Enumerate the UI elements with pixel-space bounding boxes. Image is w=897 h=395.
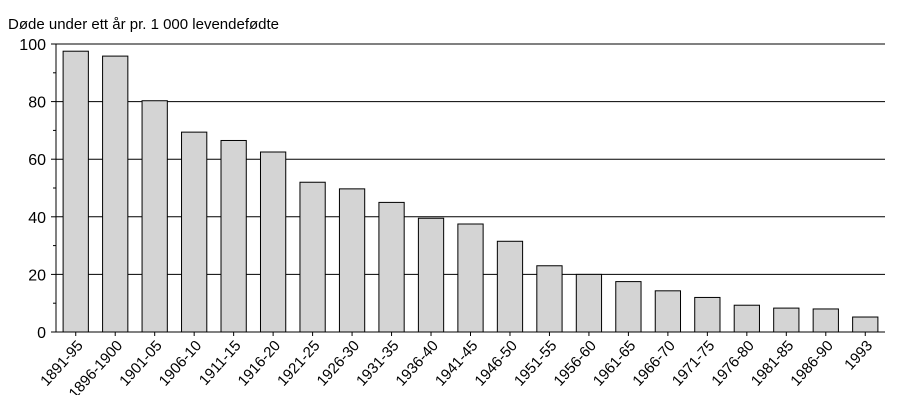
x-tick-label: 1986-90 (787, 337, 836, 389)
y-axis-label: Døde under ett år pr. 1 000 levendefødte (8, 16, 279, 33)
bar (694, 296, 721, 333)
bar (259, 151, 287, 333)
bar (102, 55, 129, 333)
bar (417, 217, 445, 333)
bars (62, 50, 879, 333)
x-tick-label: 1906-10 (156, 337, 205, 389)
bar (220, 139, 247, 333)
bar (615, 281, 642, 333)
bar (181, 131, 208, 333)
x-tick-label: 1993 (841, 337, 876, 373)
bar (496, 240, 524, 333)
axes (55, 44, 885, 336)
bar (338, 188, 366, 333)
bar (62, 50, 89, 333)
bar (852, 316, 879, 333)
y-tick-label: 40 (28, 210, 46, 227)
bar (575, 273, 603, 333)
y-tick-label: 60 (28, 152, 46, 169)
bar (141, 100, 168, 333)
bar (299, 181, 326, 333)
bar (378, 201, 405, 333)
bar (812, 308, 839, 333)
bar (536, 265, 563, 333)
x-axis-tick-labels: 1891-951896-19001901-051906-101911-15191… (37, 337, 876, 395)
y-tick-label: 0 (37, 325, 46, 342)
y-tick-label: 80 (28, 95, 46, 112)
y-tick-label: 100 (19, 37, 46, 54)
bar (654, 290, 682, 333)
bar (733, 304, 760, 333)
y-axis-ticks: 0 20 40 60 80 100 (19, 37, 56, 342)
y-tick-label: 20 (28, 267, 46, 284)
bar (773, 307, 800, 333)
bar (457, 223, 484, 333)
